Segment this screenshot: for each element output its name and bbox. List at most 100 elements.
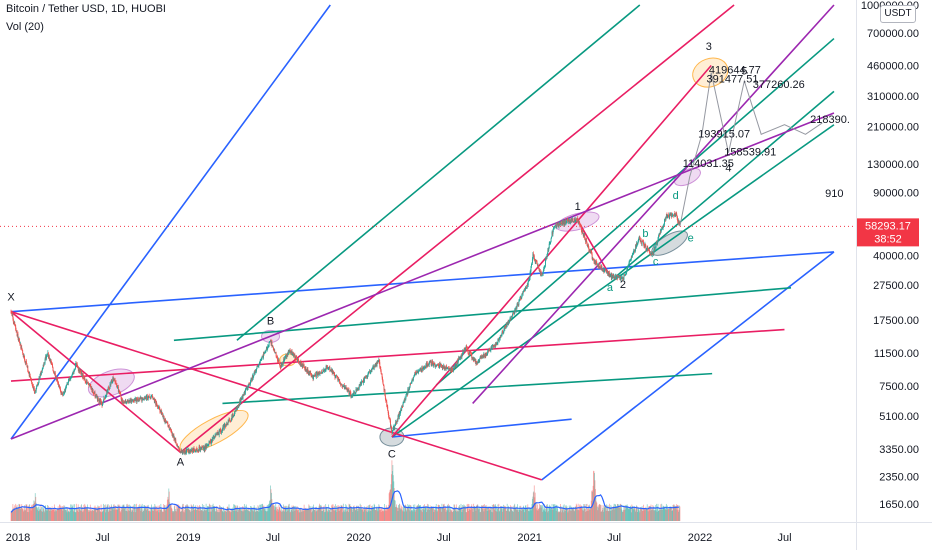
volume-bar <box>460 509 461 521</box>
candle-body <box>217 431 219 435</box>
volume-bar <box>530 510 532 521</box>
candle-body <box>400 408 402 411</box>
candle-body <box>434 365 436 367</box>
candle-body <box>22 350 24 354</box>
trend-line <box>10 311 181 454</box>
volume-bar <box>569 507 571 521</box>
volume-bar <box>228 508 229 521</box>
volume-bar <box>566 508 568 521</box>
volume-bar <box>452 512 454 521</box>
volume-bar <box>361 508 363 521</box>
candle-body <box>177 445 179 447</box>
candle-body <box>391 431 393 434</box>
volume-bar <box>607 507 609 521</box>
wave-label: 4 <box>725 162 731 174</box>
volume-bar <box>81 507 83 521</box>
candle-body <box>110 381 112 382</box>
volume-bar <box>667 509 669 521</box>
volume-bar <box>357 505 359 521</box>
volume-bar <box>470 506 472 521</box>
candle-body <box>245 389 247 391</box>
candle-body <box>377 361 379 362</box>
candle-body <box>26 363 28 367</box>
volume-bar <box>118 506 120 521</box>
volume-bar <box>603 505 605 521</box>
candle-body <box>311 376 313 378</box>
volume-bar <box>438 506 440 521</box>
volume-bar <box>358 508 360 521</box>
candle-body <box>351 395 353 397</box>
volume-bar <box>456 511 458 521</box>
candle-body <box>348 390 350 394</box>
volume-bar <box>315 511 317 521</box>
volume-bar <box>598 507 600 521</box>
candle-body <box>655 242 657 247</box>
candle-body <box>17 333 18 337</box>
symbol-title[interactable]: Bitcoin / Tether USD, 1D, HUOBI <box>6 3 166 15</box>
volume-bar <box>190 512 192 521</box>
volume-bar <box>197 508 199 521</box>
candle-body <box>542 271 544 275</box>
volume-bar <box>621 510 623 521</box>
candle-body <box>63 392 65 394</box>
candle-body <box>192 448 194 453</box>
volume-bar <box>222 511 224 521</box>
candle-body <box>36 385 38 389</box>
volume-bar <box>340 507 342 521</box>
volume-bar <box>495 504 496 521</box>
volume-bar <box>654 510 656 521</box>
volume-bar <box>342 512 344 521</box>
volume-indicator-label[interactable]: Vol (20) <box>6 21 44 33</box>
candle-body <box>462 350 464 355</box>
volume-bar <box>450 507 452 521</box>
candle-body <box>189 451 191 452</box>
volume-bar <box>492 504 494 521</box>
candle-body <box>72 372 74 375</box>
trend-lines[interactable] <box>10 4 835 481</box>
forecast-path[interactable] <box>679 72 823 227</box>
volume-bar <box>170 503 172 521</box>
candle-body <box>428 364 430 366</box>
volume-bar <box>40 504 42 521</box>
volume-bar <box>74 508 76 521</box>
volume-bar <box>31 505 32 521</box>
candle-body <box>63 392 65 394</box>
volume-bar <box>346 505 348 521</box>
candle-body <box>664 218 666 220</box>
candle-body <box>125 400 127 403</box>
volume-bar <box>411 510 413 521</box>
volume-bar <box>594 473 595 521</box>
price-tick-label: 1650.00 <box>879 499 919 511</box>
volume-bar <box>243 510 245 521</box>
volume-bar <box>624 505 626 521</box>
price-axis[interactable]: 1000000.00700000.00460000.00310000.00210… <box>861 0 919 511</box>
volume-bar <box>41 511 43 521</box>
candle-body <box>383 385 385 391</box>
candle-body <box>174 439 176 442</box>
currency-scale-badge[interactable]: USDT <box>880 5 916 23</box>
candle-body <box>498 338 500 341</box>
volume-bar <box>284 506 286 521</box>
volume-bar <box>579 505 581 521</box>
candle-body <box>77 366 79 367</box>
candle-body <box>347 389 349 392</box>
volume-bar <box>336 512 338 521</box>
volume-bar <box>287 510 289 521</box>
candle-body <box>380 366 382 371</box>
price-tick-label: 7500.00 <box>879 381 919 393</box>
volume-bar <box>144 509 146 521</box>
candle-body <box>581 231 583 233</box>
time-axis[interactable]: 2018 Jul 2019 Jul 2020 Jul 2021 Jul 2022 Jul <box>6 532 792 544</box>
candle-body <box>415 372 417 376</box>
candle-body <box>298 358 299 363</box>
candle-body <box>453 367 455 369</box>
candle-body <box>615 276 617 280</box>
volume-bar <box>281 511 283 521</box>
candle-body <box>58 385 60 387</box>
candle-body <box>629 261 630 263</box>
candle-body <box>108 388 110 390</box>
volume-bar <box>524 508 526 521</box>
volume-bar <box>50 510 52 521</box>
candle-body <box>605 269 607 272</box>
